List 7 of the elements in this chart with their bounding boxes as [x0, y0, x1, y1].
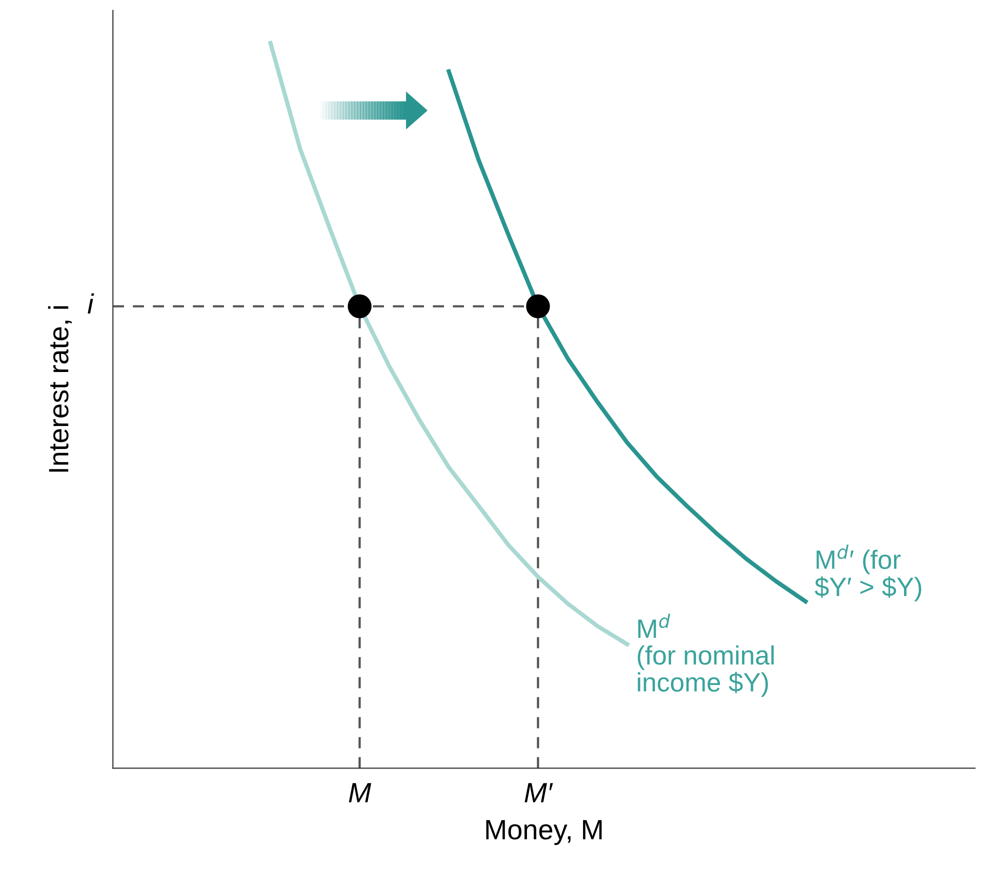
x-tick-label: M′ [524, 783, 553, 802]
y-axis-title: Interest rate, i [48, 306, 72, 472]
series-label: M$^{d}$ (for nominal income $Y) [638, 614, 774, 697]
text: i [88, 293, 94, 314]
x-tick-label: M [348, 783, 372, 802]
x-axis-title: Money, M [486, 820, 602, 846]
series-label: M$^{d}$′ (for $Y′ > $Y) [814, 544, 922, 602]
